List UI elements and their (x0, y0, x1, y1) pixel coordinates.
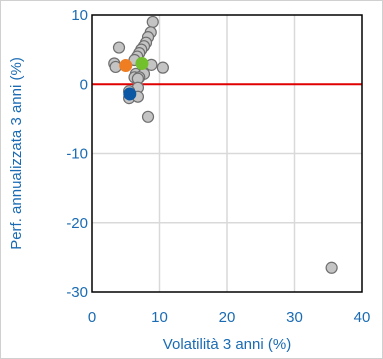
x-tick-label: 40 (354, 309, 371, 326)
x-axis-title: Volatilità 3 anni (%) (163, 336, 291, 353)
x-tick-label: 20 (219, 309, 236, 326)
highlighted-data-point (135, 56, 149, 70)
y-tick-label: -30 (66, 284, 88, 301)
x-tick-label: 10 (151, 309, 168, 326)
y-tick-label: 0 (80, 76, 88, 93)
data-points (108, 15, 338, 274)
highlighted-data-point (123, 87, 137, 101)
plot-area-border (91, 14, 363, 293)
y-tick-label: 10 (71, 7, 88, 24)
data-point (112, 41, 126, 54)
x-tick-labels: 0 10 20 30 40 (88, 309, 371, 326)
y-tick-labels: 10 0 -10 -20 -30 (66, 7, 88, 301)
data-point (141, 110, 155, 123)
highlighted-data-point (119, 59, 133, 73)
x-tick-label: 30 (286, 309, 303, 326)
data-point (156, 61, 169, 74)
y-axis-title: Perf. annualizzata 3 anni (%) (8, 57, 25, 250)
data-point (146, 15, 159, 29)
data-point (325, 261, 338, 274)
y-tick-label: -20 (66, 215, 88, 232)
y-tick-label: -10 (66, 146, 88, 163)
x-tick-label: 0 (88, 309, 96, 326)
